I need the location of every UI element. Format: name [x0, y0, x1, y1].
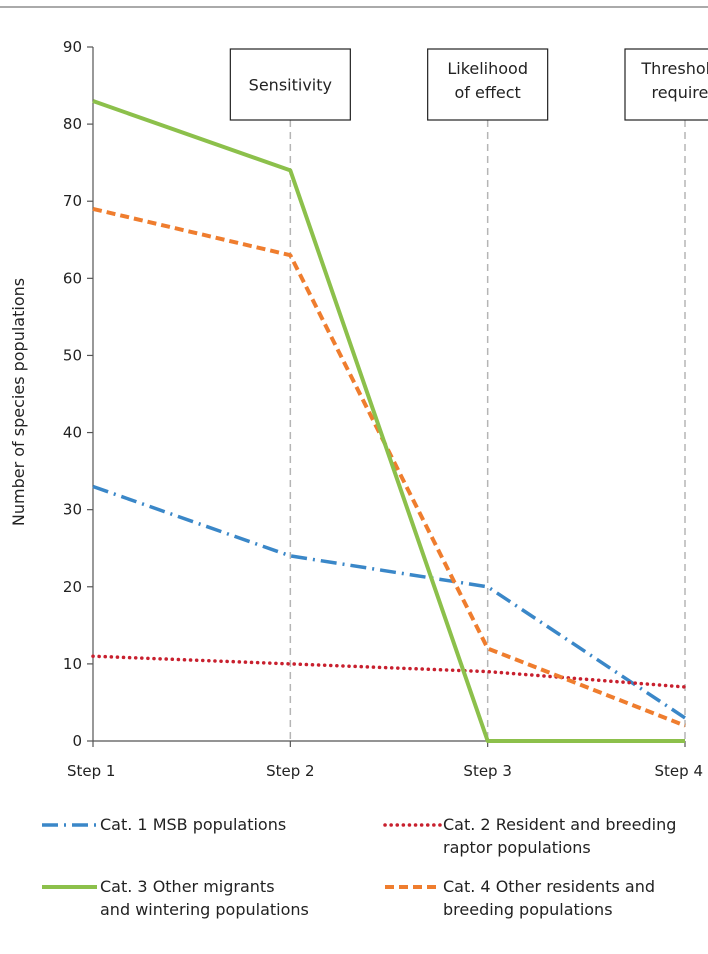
data-point-cat4 — [91, 207, 95, 211]
x-tick-label: Step 1 — [67, 762, 115, 780]
annotation-box — [427, 48, 549, 121]
x-tick-label: Step 2 — [266, 762, 314, 780]
annotation-label: Thresholds — [640, 59, 708, 78]
series-line-cat2 — [91, 654, 687, 689]
data-point-cat3 — [683, 739, 687, 743]
series-line-cat1 — [92, 484, 686, 720]
legend-label: Cat. 2 Resident and breeding — [443, 815, 676, 834]
data-point-cat1 — [91, 485, 95, 489]
data-point-cat4 — [683, 724, 687, 728]
annotation-label: of effect — [455, 83, 521, 102]
y-tick-label: 10 — [63, 655, 82, 673]
series-line-cat4 — [92, 206, 686, 728]
annotation-box — [229, 48, 351, 121]
data-point-cat3 — [288, 168, 292, 172]
data-point-cat4 — [288, 253, 292, 257]
y-tick-label: 30 — [63, 501, 82, 519]
data-point-cat2 — [683, 685, 687, 689]
annotation-label: Likelihood — [447, 59, 528, 78]
annotation-label: Sensitivity — [249, 76, 332, 95]
y-tick-label: 80 — [63, 115, 82, 133]
legend-label: breeding populations — [443, 900, 613, 919]
x-tick-label: Step 3 — [463, 762, 511, 780]
data-point-cat1 — [288, 554, 292, 558]
legend-label: Cat. 3 Other migrants — [100, 877, 275, 896]
legend-label: raptor populations — [443, 838, 591, 857]
y-tick-label: 50 — [63, 346, 82, 364]
data-point-cat4 — [486, 646, 490, 650]
data-point-cat2 — [288, 662, 292, 666]
y-tick-label: 20 — [63, 578, 82, 596]
legend-label: and wintering populations — [100, 900, 309, 919]
y-tick-label: 90 — [63, 38, 82, 56]
data-point-cat1 — [683, 716, 687, 720]
y-tick-label: 40 — [63, 424, 82, 442]
y-tick-label: 70 — [63, 192, 82, 210]
data-point-cat2 — [486, 670, 490, 674]
legend-label: Cat. 1 MSB populations — [100, 815, 286, 834]
y-axis-label: Number of species populations — [9, 278, 28, 526]
annotation-box — [624, 48, 708, 121]
data-point-cat3 — [91, 99, 95, 103]
data-point-cat3 — [486, 739, 490, 743]
legend-label: Cat. 4 Other residents and — [443, 877, 655, 896]
data-point-cat1 — [486, 585, 490, 589]
series-line-cat3 — [92, 99, 685, 743]
y-tick-label: 0 — [72, 732, 82, 750]
annotation-label: required — [651, 83, 708, 102]
y-tick-label: 60 — [63, 269, 82, 287]
x-tick-label: Step 4 — [655, 762, 703, 780]
data-point-cat2 — [91, 654, 95, 658]
